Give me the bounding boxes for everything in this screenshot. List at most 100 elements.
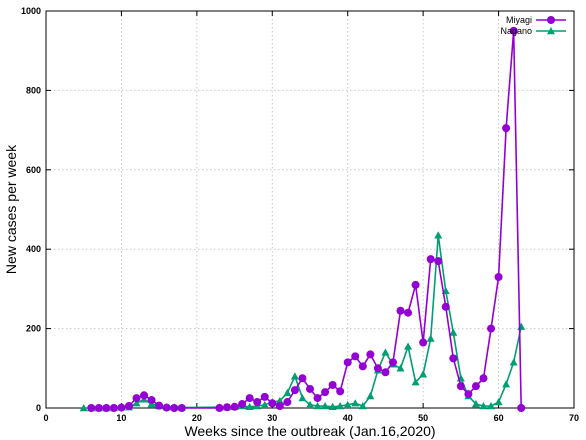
point-miyagi [487, 324, 496, 333]
point-miyagi [434, 257, 443, 266]
point-miyagi [351, 352, 360, 361]
point-miyagi [230, 402, 239, 411]
point-miyagi [170, 404, 179, 412]
point-nagano [426, 334, 435, 342]
point-miyagi [471, 382, 480, 391]
point-miyagi [404, 308, 413, 317]
point-nagano [471, 400, 480, 408]
point-nagano [502, 380, 511, 388]
y-tick-label: 0 [36, 403, 41, 413]
point-nagano [449, 328, 458, 336]
plot-frame [45, 10, 575, 409]
y-axis-title: New cases per week [3, 144, 19, 274]
point-miyagi [343, 358, 352, 367]
point-nagano [275, 396, 284, 405]
point-miyagi [373, 364, 382, 373]
point-miyagi [260, 392, 269, 401]
point-miyagi [494, 272, 503, 281]
point-miyagi [502, 124, 511, 133]
x-tick-label: 50 [418, 413, 428, 423]
legend-label: Miyagi [506, 15, 532, 25]
y-tick-label: 200 [26, 324, 41, 334]
legend-label: Nagano [500, 26, 532, 36]
x-axis-title: Weeks since the outbreak (Jan.16,2020) [184, 423, 435, 439]
point-nagano [306, 400, 314, 409]
point-miyagi [177, 404, 186, 412]
point-nagano [509, 358, 518, 366]
x-tick-label: 30 [267, 413, 277, 423]
point-miyagi [283, 398, 292, 407]
point-miyagi [245, 394, 254, 403]
series-miyagi [87, 26, 526, 412]
point-miyagi [268, 399, 277, 408]
point-miyagi [215, 404, 224, 412]
point-miyagi [456, 382, 465, 391]
x-tick-label: 60 [494, 413, 504, 423]
grid [46, 11, 574, 408]
point-nagano [494, 398, 503, 406]
point-miyagi [328, 380, 337, 389]
point-miyagi [102, 404, 111, 412]
point-nagano [321, 402, 330, 410]
y-tick-label: 800 [26, 85, 41, 95]
point-miyagi [441, 302, 450, 311]
point-nagano [381, 348, 390, 356]
point-miyagi [87, 404, 96, 412]
point-nagano [260, 400, 269, 409]
legend-item-miyagi: Miyagi [506, 15, 566, 25]
point-miyagi [426, 255, 435, 264]
point-miyagi [388, 358, 397, 367]
point-miyagi [449, 354, 458, 363]
y-tick-label: 1000 [21, 6, 41, 16]
point-miyagi [366, 350, 375, 359]
point-miyagi [117, 403, 126, 412]
point-miyagi [381, 368, 390, 377]
x-tick-label: 0 [43, 413, 48, 423]
point-miyagi [147, 396, 156, 405]
point-nagano [298, 394, 307, 402]
point-nagano [366, 392, 375, 400]
point-nagano [79, 404, 88, 412]
legend-swatch-marker [547, 27, 555, 35]
series-layer [79, 26, 526, 412]
point-miyagi [132, 394, 141, 403]
point-miyagi [396, 306, 405, 315]
point-miyagi [517, 404, 526, 412]
point-miyagi [109, 404, 118, 412]
point-nagano [487, 402, 496, 410]
point-miyagi [298, 374, 307, 383]
point-nagano [358, 402, 367, 410]
point-miyagi [321, 388, 330, 397]
point-miyagi [479, 374, 488, 383]
axis-ticks: 0 10 20 30 40 50 60 70 0 200 400 600 800 1000 [21, 6, 579, 423]
point-miyagi [290, 386, 299, 395]
point-nagano [132, 399, 141, 407]
point-nagano [419, 370, 428, 378]
point-nagano [336, 402, 345, 410]
point-miyagi [313, 394, 322, 403]
point-miyagi [162, 403, 171, 412]
y-tick-label: 600 [26, 165, 41, 175]
x-tick-label: 20 [192, 413, 202, 423]
point-nagano [351, 399, 360, 407]
point-nagano [328, 402, 337, 411]
point-miyagi [124, 402, 133, 411]
x-tick-label: 10 [116, 413, 126, 423]
x-tick-label: 40 [343, 413, 353, 423]
point-nagano [404, 342, 413, 350]
point-nagano [434, 231, 443, 239]
point-nagano [343, 400, 352, 409]
point-miyagi [358, 362, 367, 371]
point-miyagi [509, 26, 518, 35]
y-tick-label: 400 [26, 244, 41, 254]
point-nagano [517, 322, 526, 330]
point-nagano [411, 378, 420, 386]
point-miyagi [155, 401, 164, 410]
point-miyagi [464, 390, 473, 399]
point-miyagi [336, 387, 345, 396]
point-miyagi [419, 338, 428, 347]
point-miyagi [238, 400, 247, 409]
point-miyagi [94, 404, 103, 412]
